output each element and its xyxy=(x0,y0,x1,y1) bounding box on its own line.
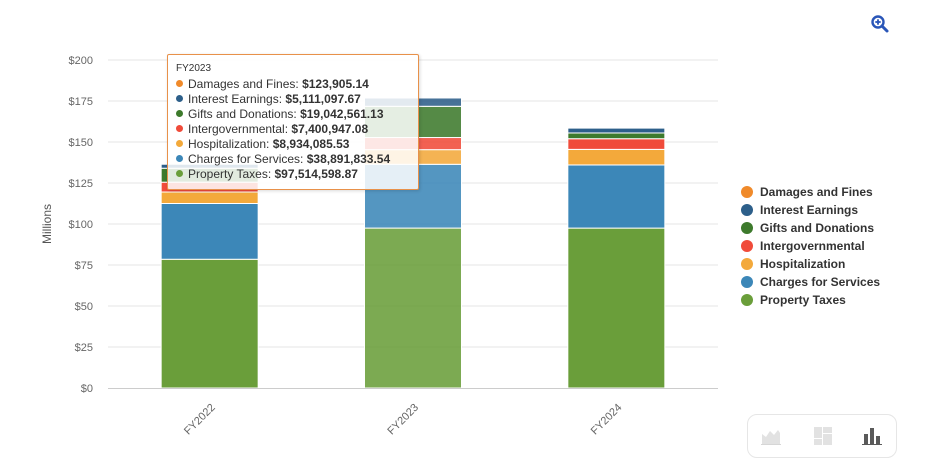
tooltip-series-label: Property Taxes: xyxy=(188,167,272,181)
legend-marker xyxy=(741,240,753,252)
tooltip-row: Interest Earnings: $5,111,097.67 xyxy=(176,92,410,107)
bar-segment[interactable] xyxy=(567,164,666,229)
bar-segment[interactable] xyxy=(567,138,666,150)
tooltip-series-dot xyxy=(176,170,183,177)
bar-segment[interactable] xyxy=(160,203,259,260)
y-tick-label: $175 xyxy=(69,96,93,108)
legend-item[interactable]: Gifts and Donations xyxy=(741,221,874,235)
bar-segment[interactable] xyxy=(567,127,666,134)
legend-label: Hospitalization xyxy=(760,257,845,271)
bar-segment[interactable] xyxy=(160,258,259,389)
tooltip-row: Charges for Services: $38,891,833.54 xyxy=(176,152,410,167)
y-tick-label: $150 xyxy=(69,137,93,149)
bar-segment[interactable] xyxy=(364,227,462,389)
legend-item[interactable]: Damages and Fines xyxy=(741,185,873,199)
tooltip-series-label: Gifts and Donations: xyxy=(188,107,297,121)
legend[interactable]: Damages and Fines Interest Earnings Gifts … xyxy=(741,185,880,307)
x-tick-label: FY2022 xyxy=(182,402,218,438)
bar-segment[interactable] xyxy=(567,132,666,140)
legend-label: Property Taxes xyxy=(760,293,846,307)
legend-marker xyxy=(741,258,753,270)
tooltip-series-label: Intergovernmental: xyxy=(188,122,289,136)
tooltip-series-value: $97,514,598.87 xyxy=(274,167,358,181)
legend-label: Gifts and Donations xyxy=(760,221,874,235)
tooltip-series-dot xyxy=(176,95,183,102)
y-axis-ticks: $0 $25 $50 $75 $100 $125 $150 $175 $200 xyxy=(69,55,93,395)
y-tick-label: $75 xyxy=(75,260,93,272)
bar-chart-icon[interactable] xyxy=(861,425,883,447)
tooltip-row: Damages and Fines: $123,905.14 xyxy=(176,77,410,92)
tooltip-series-label: Interest Earnings: xyxy=(188,92,283,106)
chart-type-switcher xyxy=(747,414,897,458)
y-tick-label: $200 xyxy=(69,55,93,67)
tooltip-series-label: Hospitalization: xyxy=(188,137,270,151)
legend-item[interactable]: Hospitalization xyxy=(741,257,845,271)
legend-item[interactable]: Property Taxes xyxy=(741,293,846,307)
legend-marker xyxy=(741,276,753,288)
tooltip-series-value: $19,042,561.13 xyxy=(300,107,384,121)
y-tick-label: $125 xyxy=(69,178,93,190)
legend-label: Charges for Services xyxy=(760,275,880,289)
y-axis-label: Millions xyxy=(40,204,54,244)
tooltip-series-value: $5,111,097.67 xyxy=(285,92,361,106)
legend-item[interactable]: Interest Earnings xyxy=(741,203,858,217)
bar-segment[interactable] xyxy=(160,191,259,205)
legend-marker xyxy=(741,186,753,198)
tooltip-series-value: $7,400,947.08 xyxy=(291,122,369,136)
tooltip-series-label: Charges for Services: xyxy=(188,152,304,166)
legend-marker xyxy=(741,294,753,306)
tooltip-series-dot xyxy=(176,110,183,117)
y-tick-label: $100 xyxy=(69,219,93,231)
area-chart-icon[interactable] xyxy=(760,425,782,447)
tooltip-series-value: $38,891,833.54 xyxy=(306,152,391,166)
tooltip-row: Hospitalization: $8,934,085.53 xyxy=(176,137,410,152)
tooltip-series-dot xyxy=(176,125,183,132)
tooltip: FY2023 Damages and Fines: $123,905.14 Int… xyxy=(167,54,419,190)
legend-label: Intergovernmental xyxy=(760,239,865,253)
bar-segment[interactable] xyxy=(567,227,666,389)
legend-label: Interest Earnings xyxy=(760,203,858,217)
y-tick-label: $50 xyxy=(75,301,93,313)
legend-item[interactable]: Charges for Services xyxy=(741,275,880,289)
y-tick-label: $25 xyxy=(75,342,93,354)
tooltip-series-dot xyxy=(176,140,183,147)
tooltip-series-label: Damages and Fines: xyxy=(188,77,299,91)
zoom-in-icon[interactable] xyxy=(870,14,890,34)
tooltip-row: Gifts and Donations: $19,042,561.13 xyxy=(176,107,410,122)
legend-marker xyxy=(741,222,753,234)
bar-segment[interactable] xyxy=(567,148,666,166)
x-tick-label: FY2023 xyxy=(385,402,421,438)
tooltip-series-value: $8,934,085.53 xyxy=(272,137,350,151)
tooltip-row: Property Taxes: $97,514,598.87 xyxy=(176,167,410,182)
legend-label: Damages and Fines xyxy=(760,185,873,199)
y-tick-label: $0 xyxy=(81,383,93,395)
tooltip-header: FY2023 xyxy=(176,63,212,74)
tooltip-row: Intergovernmental: $7,400,947.08 xyxy=(176,122,410,137)
legend-item[interactable]: Intergovernmental xyxy=(741,239,865,253)
tooltip-series-dot xyxy=(176,80,183,87)
x-axis-ticks: FY2022 FY2023 FY2024 xyxy=(182,402,624,438)
x-tick-label: FY2024 xyxy=(589,402,625,438)
legend-marker xyxy=(741,204,753,216)
tooltip-series-value: $123,905.14 xyxy=(302,77,369,91)
tooltip-series-dot xyxy=(176,155,183,162)
treemap-icon[interactable] xyxy=(812,425,834,447)
